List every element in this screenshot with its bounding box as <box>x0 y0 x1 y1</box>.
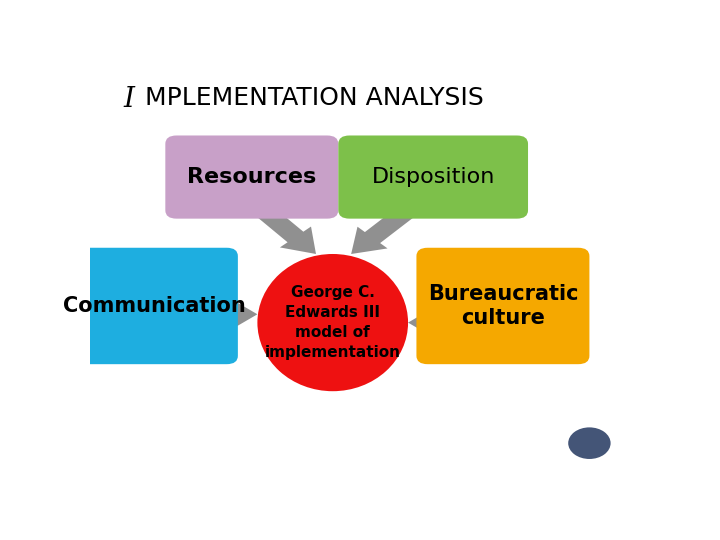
Ellipse shape <box>258 254 408 391</box>
FancyBboxPatch shape <box>416 248 590 364</box>
FancyBboxPatch shape <box>338 136 528 219</box>
Text: Resources: Resources <box>187 167 317 187</box>
Text: Communication: Communication <box>63 296 246 316</box>
FancyBboxPatch shape <box>71 248 238 364</box>
Text: Bureaucratic
culture: Bureaucratic culture <box>428 285 578 328</box>
Text: I: I <box>124 85 135 113</box>
FancyArrow shape <box>351 207 413 254</box>
Text: George C.
Edwards III
model of
implementation: George C. Edwards III model of implement… <box>265 286 401 360</box>
FancyArrow shape <box>225 299 258 330</box>
Circle shape <box>568 427 611 459</box>
FancyArrow shape <box>258 207 316 254</box>
Text: MPLEMENTATION ANALYSIS: MPLEMENTATION ANALYSIS <box>145 85 483 110</box>
FancyArrow shape <box>408 307 435 338</box>
FancyBboxPatch shape <box>166 136 338 219</box>
Text: Disposition: Disposition <box>372 167 495 187</box>
